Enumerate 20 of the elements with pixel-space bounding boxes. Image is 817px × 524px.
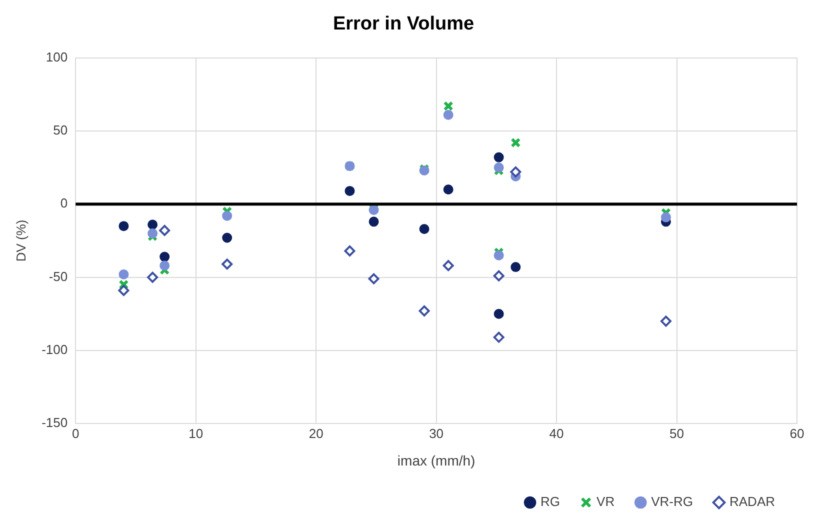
x-axis-title: imax (mm/h): [397, 452, 476, 468]
y-tick-label: 100: [46, 49, 68, 64]
y-axis-title: DV (%): [13, 220, 28, 262]
y-tick-label: -150: [42, 415, 68, 430]
y-tick-label: 0: [60, 196, 68, 211]
y-tick-label: -100: [42, 342, 68, 358]
y-tick-label: -50: [48, 268, 68, 284]
x-tick-label: 50: [670, 426, 684, 441]
x-tick-label: 10: [188, 426, 204, 441]
legend-label: VR-RG: [651, 494, 693, 510]
y-tick-label: 50: [53, 122, 68, 138]
x-tick-label: 0: [72, 426, 80, 441]
x-tick-label: 60: [790, 426, 804, 441]
chart-title: Error in Volume: [332, 14, 474, 35]
x-tick-label: 30: [429, 426, 444, 441]
x-tick-label: 20: [308, 426, 324, 441]
legend-label: VR: [596, 494, 615, 510]
x-tick-label: 40: [549, 426, 564, 441]
legend-label: RADAR: [729, 494, 776, 510]
legend-label: RG: [540, 494, 560, 510]
